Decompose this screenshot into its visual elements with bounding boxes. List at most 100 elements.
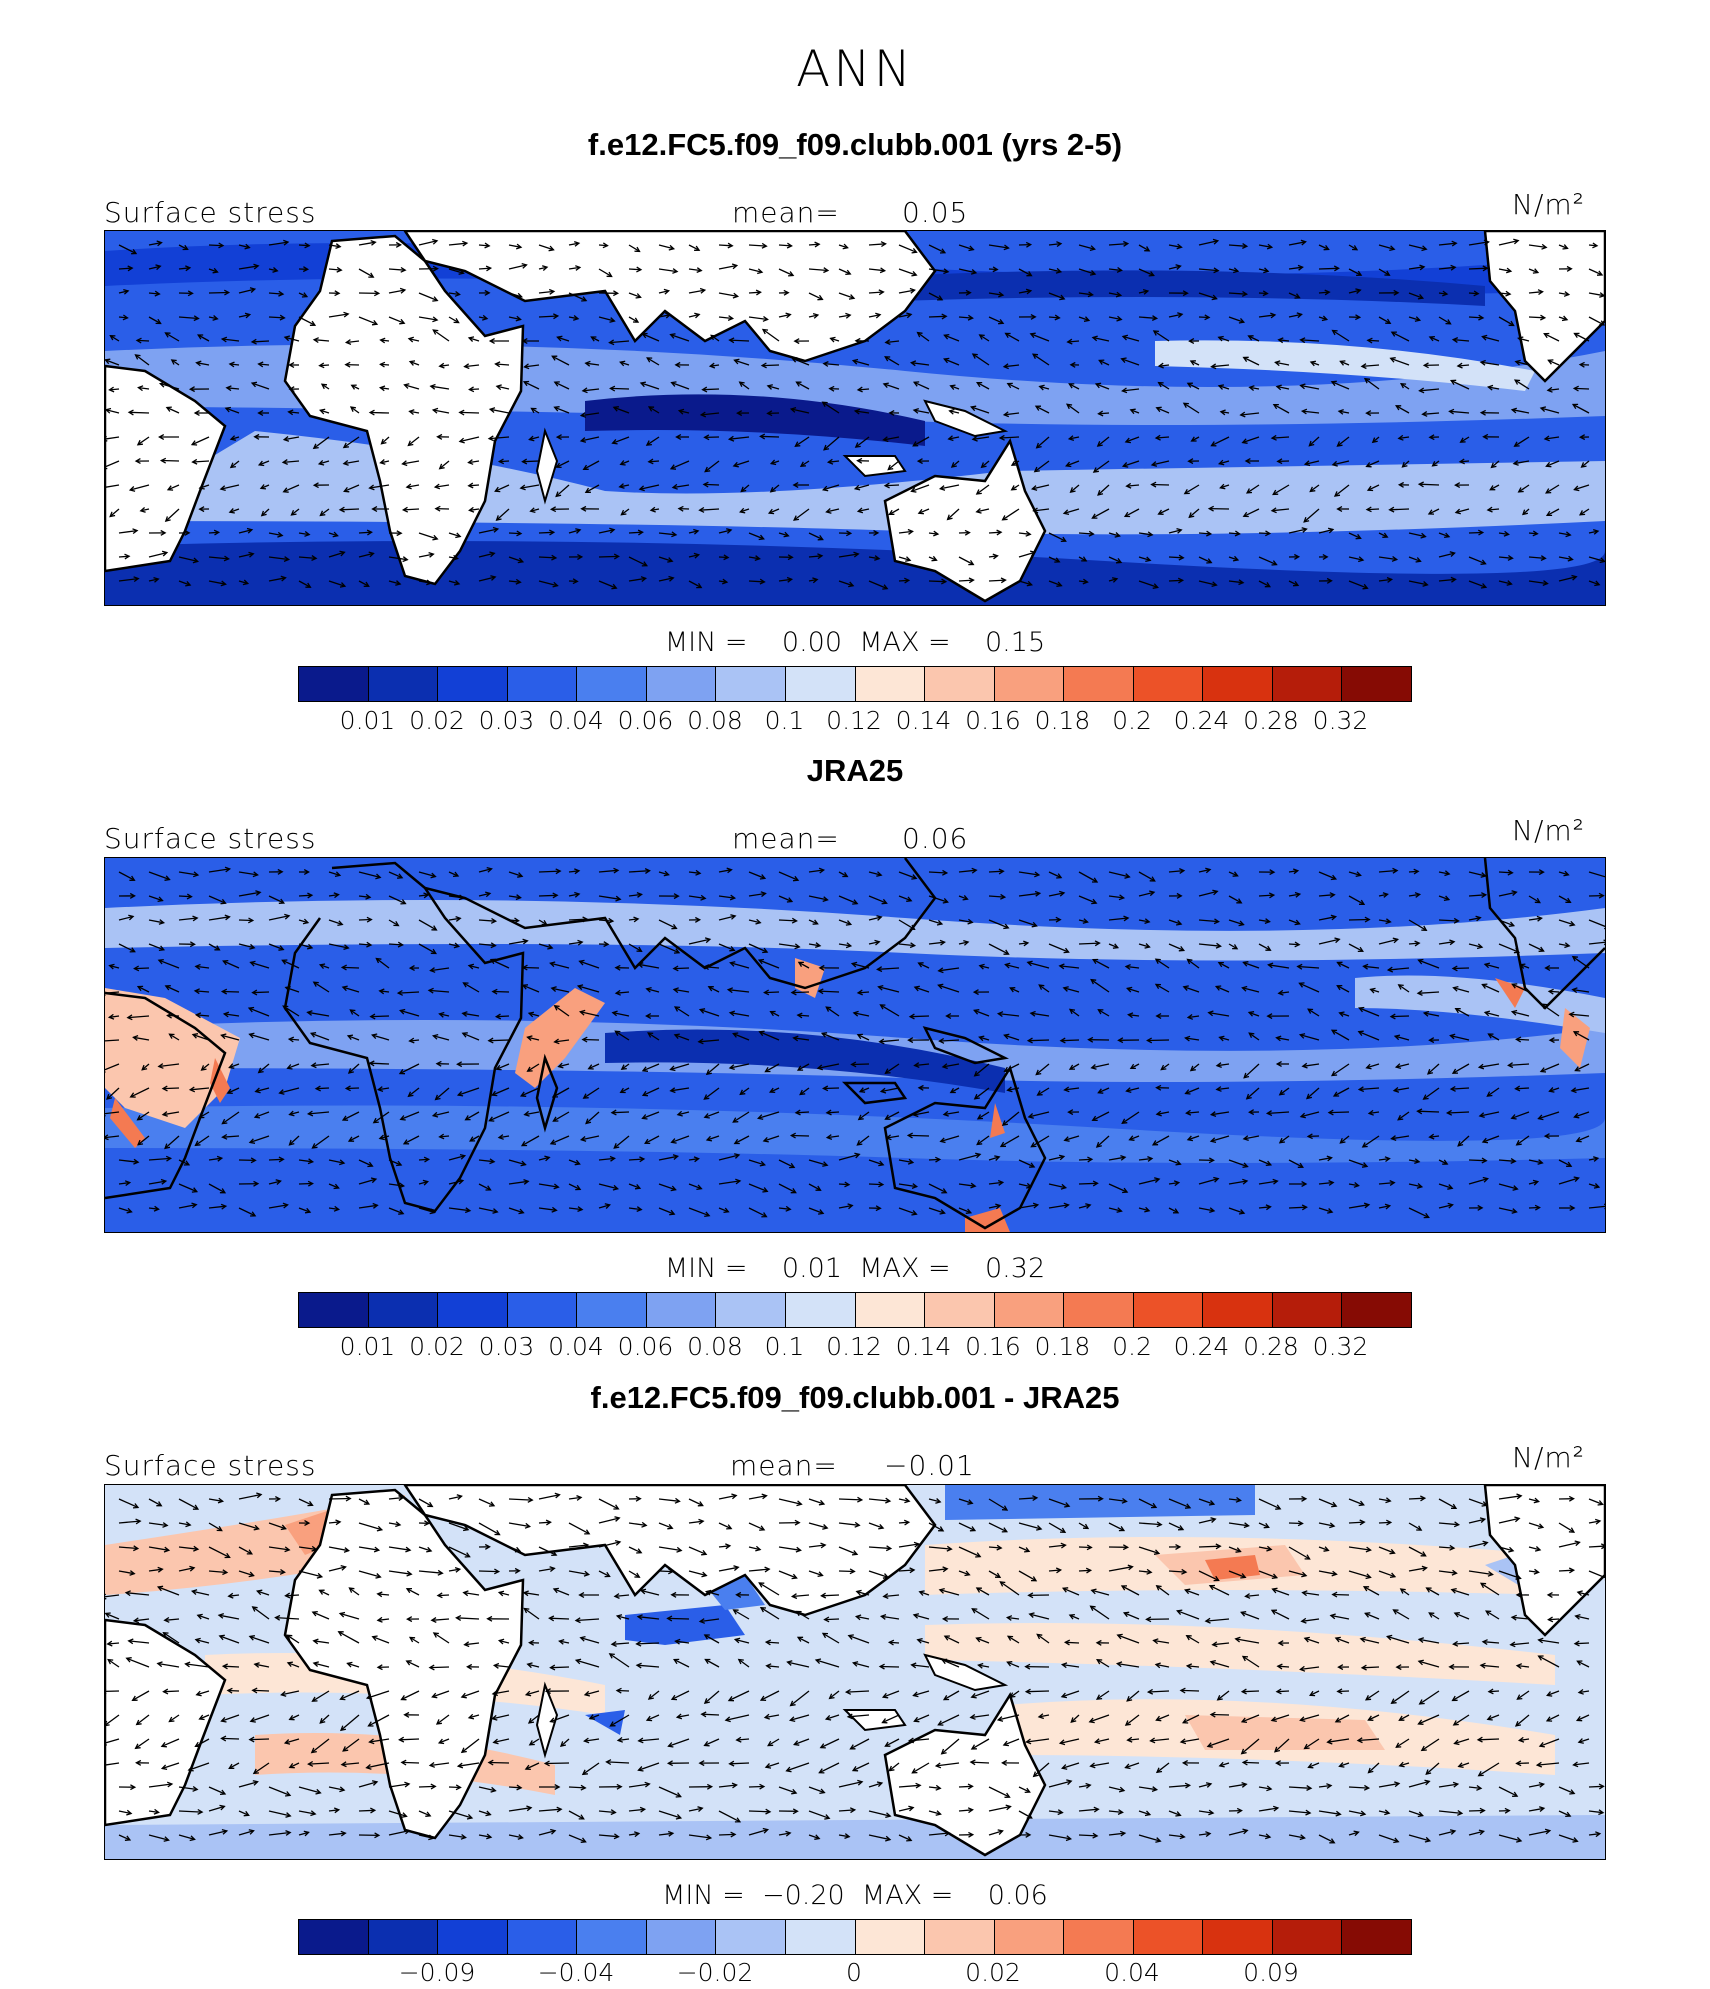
wind-vector bbox=[582, 1762, 600, 1775]
wind-vector bbox=[219, 1635, 240, 1644]
wind-vector bbox=[1138, 943, 1150, 948]
wind-vector-head bbox=[229, 462, 237, 469]
wind-vector bbox=[538, 943, 553, 949]
wind-vector-head bbox=[1363, 377, 1371, 384]
wind-vector bbox=[1457, 1135, 1470, 1147]
wind-vector bbox=[1258, 1522, 1269, 1528]
wind-vector-head bbox=[1401, 461, 1408, 468]
wind-vector-head bbox=[488, 407, 496, 414]
wind-vector-head bbox=[1027, 1113, 1034, 1119]
wind-vector bbox=[298, 1570, 322, 1578]
wind-vector bbox=[448, 917, 461, 921]
wind-vector-head bbox=[340, 1830, 347, 1837]
wind-vector bbox=[162, 1087, 180, 1090]
wind-vector-head bbox=[1479, 359, 1486, 366]
wind-vector bbox=[1498, 556, 1513, 559]
wind-vector bbox=[1348, 1546, 1371, 1551]
wind-vector-head bbox=[705, 1069, 712, 1076]
wind-vector bbox=[520, 484, 540, 489]
wind-vector-head bbox=[1277, 1640, 1284, 1647]
wind-vector bbox=[1288, 1159, 1304, 1168]
wind-vector-head bbox=[669, 333, 676, 339]
wind-vector bbox=[191, 436, 210, 446]
wind-vector bbox=[433, 409, 450, 414]
wind-vector bbox=[1546, 508, 1560, 516]
wind-vector-head bbox=[526, 1662, 533, 1669]
wind-vector-head bbox=[1428, 434, 1435, 441]
wind-vector-head bbox=[885, 1835, 892, 1842]
wind-vector bbox=[609, 1653, 630, 1668]
wind-vector bbox=[988, 1546, 1002, 1549]
wind-vector bbox=[1004, 412, 1020, 416]
wind-vector bbox=[432, 329, 450, 342]
wind-vector bbox=[448, 1810, 473, 1819]
wind-vector-head bbox=[844, 1688, 852, 1695]
wind-vector-head bbox=[735, 1178, 742, 1185]
wind-vector bbox=[1228, 1180, 1248, 1185]
colorbar-segment bbox=[577, 1293, 647, 1327]
wind-vector bbox=[1198, 890, 1218, 897]
colorbar-segment bbox=[1133, 1920, 1204, 1954]
wind-vector bbox=[648, 460, 660, 463]
wind-vector-head bbox=[1567, 555, 1574, 562]
wind-vector bbox=[1258, 1159, 1272, 1166]
wind-vector bbox=[1155, 1663, 1170, 1668]
wind-vector bbox=[201, 1063, 210, 1071]
wind-vector-head bbox=[761, 242, 768, 249]
wind-vector-head bbox=[494, 1568, 501, 1575]
wind-vector-head bbox=[1232, 555, 1240, 562]
wind-vector-head bbox=[580, 505, 587, 512]
wind-vector-head bbox=[700, 1711, 707, 1718]
wind-vector bbox=[1528, 1498, 1539, 1503]
wind-vector bbox=[658, 1832, 673, 1836]
wind-vector-head bbox=[1126, 1736, 1133, 1743]
wind-vector bbox=[1318, 1810, 1341, 1815]
wind-vector bbox=[508, 895, 521, 899]
wind-vector bbox=[568, 266, 580, 270]
wind-vector bbox=[196, 1690, 210, 1696]
wind-vector-head bbox=[973, 1009, 980, 1015]
wind-vector bbox=[1258, 1498, 1281, 1510]
wind-vector-head bbox=[1238, 920, 1245, 927]
wind-vector-head bbox=[1329, 1522, 1336, 1529]
wind-vector bbox=[1301, 1618, 1320, 1622]
panel2-max-label: MAX = bbox=[859, 1253, 951, 1284]
wind-vector-head bbox=[1153, 1549, 1161, 1555]
wind-vector bbox=[1198, 580, 1217, 586]
wind-vector bbox=[598, 555, 619, 558]
wind-vector bbox=[1018, 1810, 1033, 1819]
wind-vector bbox=[358, 1159, 373, 1167]
wind-vector-head bbox=[398, 1069, 406, 1075]
colorbar-segment bbox=[1203, 667, 1273, 701]
wind-vector bbox=[368, 1714, 390, 1727]
wind-vector-head bbox=[1476, 1736, 1483, 1743]
wind-vector-head bbox=[698, 1618, 706, 1624]
wind-vector-head bbox=[1442, 1159, 1449, 1165]
wind-vector-head bbox=[911, 1768, 918, 1774]
wind-vector-head bbox=[198, 483, 205, 490]
wind-vector bbox=[380, 460, 390, 464]
wind-vector-head bbox=[1265, 1833, 1272, 1840]
wind-vector-head bbox=[1536, 915, 1543, 922]
wind-vector-head bbox=[1035, 442, 1042, 449]
wind-vector-head bbox=[1179, 1833, 1186, 1840]
wind-vector-head bbox=[668, 244, 676, 251]
wind-vector bbox=[688, 268, 702, 272]
wind-vector bbox=[1095, 383, 1110, 390]
wind-vector bbox=[328, 893, 339, 897]
wind-vector bbox=[1558, 316, 1568, 321]
wind-vector-head bbox=[636, 946, 643, 952]
panel3-mean-value: −0.01 bbox=[884, 1449, 975, 1482]
wind-vector bbox=[1397, 1111, 1410, 1121]
wind-vector bbox=[1378, 1181, 1395, 1185]
wind-vector-head bbox=[1353, 1830, 1360, 1837]
wind-vector-head bbox=[333, 1183, 340, 1190]
panel1-mean-value: 0.05 bbox=[902, 196, 969, 229]
wind-vector-head bbox=[212, 267, 219, 274]
wind-vector-head bbox=[888, 509, 895, 516]
wind-vector-head bbox=[306, 1010, 313, 1016]
wind-vector-head bbox=[191, 458, 198, 465]
wind-vector bbox=[1408, 316, 1420, 321]
wind-vector-head bbox=[1000, 893, 1007, 900]
wind-vector bbox=[140, 508, 150, 512]
